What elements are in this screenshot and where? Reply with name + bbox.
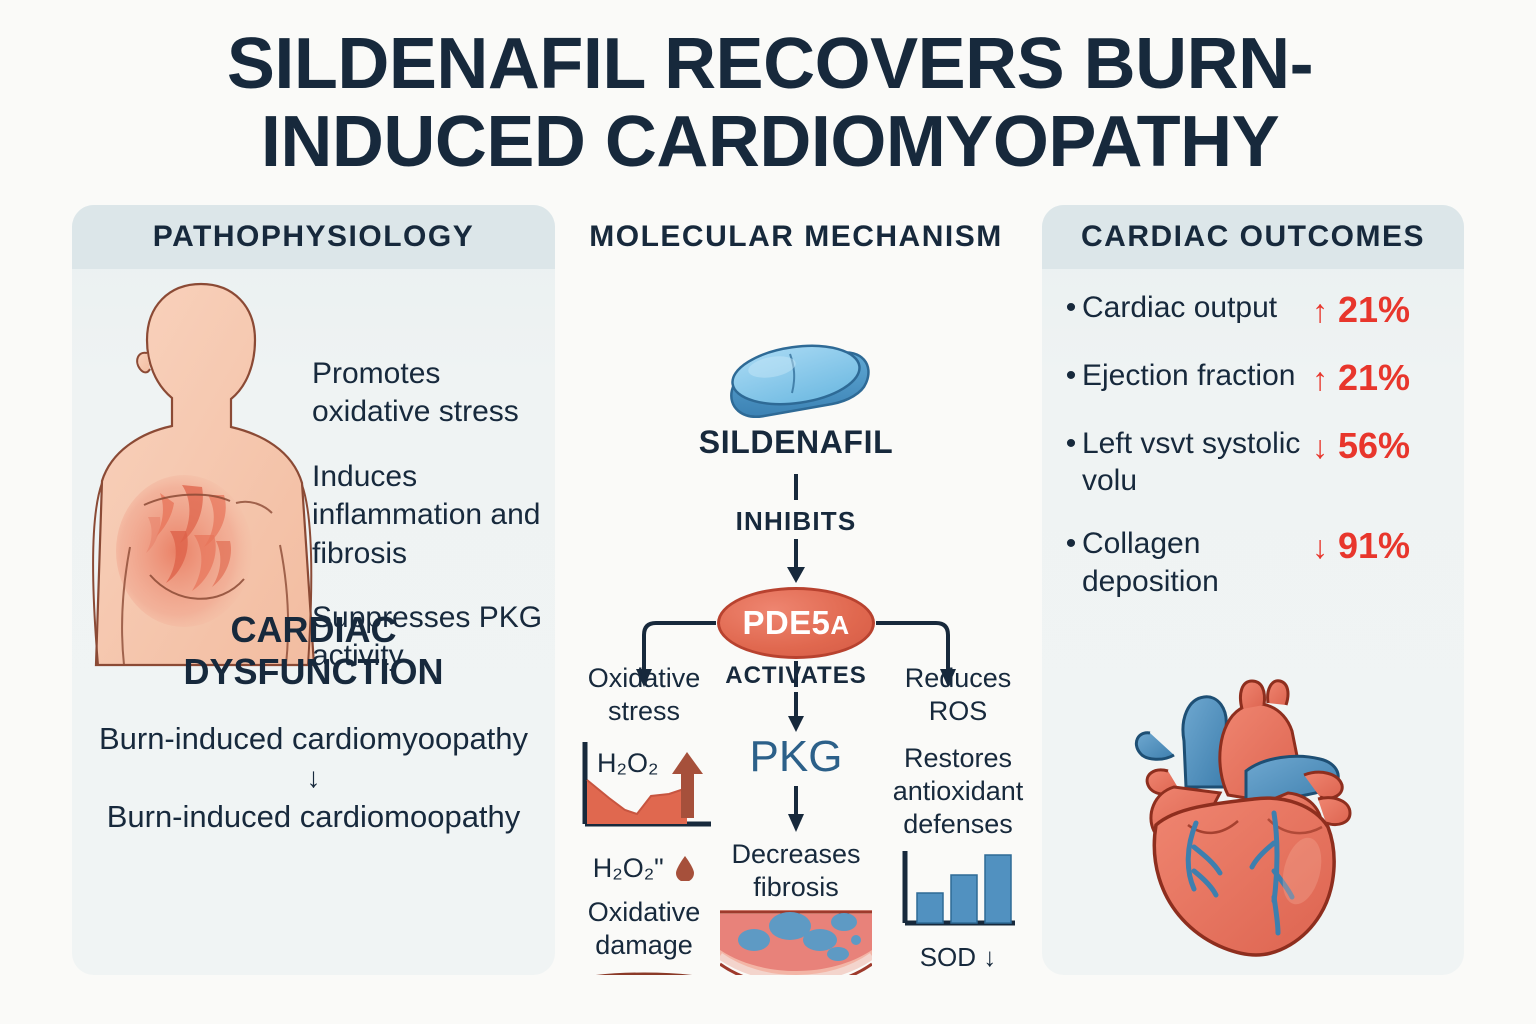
area-chart-rising-icon: H₂O₂ [582, 741, 711, 827]
branch-left-oxidative-stress: Oxidative stress H₂O₂ H₂O₂" Oxidati [560, 662, 728, 975]
blood-vessel-cross-section [720, 909, 872, 975]
outcome-label: Ejection fraction [1082, 359, 1296, 392]
panel-pathophysiology: PATHOPHYSIOLOGY [72, 205, 555, 975]
panel-header-molecular-mechanism: MOLECULAR MECHANISM [556, 205, 1036, 269]
flow-to-label: Burn-induced cardiomoopathy [106, 798, 521, 834]
arrow-down-to-fibrosis-icon [788, 786, 804, 832]
outcome-row: • Cardiac output ↑ 21% [1060, 289, 1450, 331]
cardiac-dysfunction-section: CARDIAC DYSFUNCTION Burn-induced cardiom… [72, 609, 555, 836]
outcome-value: ↓ 56% [1312, 425, 1411, 466]
trend-arrow-icon: ↑ [1312, 361, 1328, 397]
branch-center-pkg: ACTIVATES PKG Decreases fibrosis [712, 662, 880, 975]
trend-arrow-icon: ↓ [1312, 529, 1328, 566]
pde5a-node: PDE5A [717, 587, 875, 659]
branch-left-sub-label: H₂O₂" [560, 853, 728, 884]
branch-right-caption-b: infiammation [874, 973, 1036, 975]
pkg-node-label: PKG [749, 732, 843, 781]
pathophysiology-bullet-0: Promotes oxidative stress [312, 357, 519, 429]
panel-header-label: CARDIAC OUTCOMES [1081, 220, 1425, 253]
pde5a-branch-connectors [636, 621, 956, 687]
pathophysiology-bullet-1: Induces inflammation and fibrosis [312, 459, 541, 570]
panel-header-cardiac-outcomes: CARDIAC OUTCOMES [1042, 205, 1464, 269]
flow-arrow-icon: ↓ [306, 761, 321, 793]
bullet-icon: • [1065, 359, 1077, 392]
panel-molecular-mechanism: MOLECULAR MECHANISM SILDENAFIL [556, 205, 1036, 975]
bullet-icon: • [1065, 427, 1077, 460]
anatomical-heart-illustration [1134, 679, 1352, 957]
branch-right-heading: Reduces ROS [904, 663, 1012, 726]
branch-right-subheading: Restores antioxidant defenses [892, 742, 1024, 839]
pathophysiology-bullet-2: Suppresses PKG activity [312, 600, 543, 673]
cardiac-outcomes-list: • Cardiac output ↑ 21% • Ejection fracti… [1060, 289, 1450, 626]
arrow-down-to-pde5a-icon [787, 539, 805, 583]
branch-center-effect: Decreases fibrosis [731, 839, 861, 902]
cardiac-dysfunction-heading: CARDIAC DYSFUNCTION [183, 609, 444, 692]
bullet-icon: • [1065, 291, 1077, 324]
branch-right-caption-a: SOD ↓ [919, 941, 997, 972]
pathophysiology-bullet-list: Promotes oxidative stress Induces inflam… [312, 355, 547, 702]
outcome-row: • Collagen deposition ↓ 91% [1060, 525, 1450, 599]
panel-header-pathophysiology: PATHOPHYSIOLOGY [72, 205, 555, 269]
page-title: SILDENAFIL RECOVERS BURN-INDUCED CARDIOM… [226, 24, 1314, 182]
cardiac-dysfunction-flow: Burn-induced cardiomyoopathy ↓ Burn-indu… [96, 719, 531, 836]
branch-left-heading: Oxidative stress [587, 663, 701, 726]
pde5a-label: PDE5A [742, 604, 850, 641]
panel-header-label: MOLECULAR MECHANISM [589, 220, 1003, 253]
inhibits-label: INHIBITS [735, 506, 857, 536]
panel-header-label: PATHOPHYSIOLOGY [152, 220, 475, 253]
connector-sildenafil-inhibits [794, 474, 798, 500]
outcome-value: ↑ 21% [1312, 289, 1411, 330]
outcome-value: ↓ 91% [1312, 525, 1411, 567]
svg-text:H₂O₂: H₂O₂ [597, 748, 658, 778]
trend-arrow-icon: ↑ [1312, 293, 1328, 329]
outcome-label: Left vsvt systolic volu [1082, 427, 1301, 498]
panel-cardiac-outcomes: CARDIAC OUTCOMES • Cardiac output ↑ 21% … [1042, 205, 1464, 975]
outcome-label: Cardiac output [1082, 291, 1278, 324]
bullet-icon: • [1065, 527, 1077, 561]
outcome-label: Collagen deposition [1082, 527, 1219, 598]
burn-patient-torso-illustration [92, 282, 316, 667]
flow-from-label: Burn-induced cardiomyoopathy [98, 720, 529, 756]
trend-arrow-icon: ↓ [1312, 429, 1328, 465]
blood-droplet-icon [676, 855, 695, 882]
outcome-value: ↑ 21% [1312, 357, 1411, 398]
arrow-down-to-pkg-icon [788, 692, 804, 732]
sildenafil-label: SILDENAFIL [698, 424, 894, 460]
outcome-row: • Ejection fraction ↑ 21% [1060, 357, 1450, 399]
damaged-tissue-cross-section [594, 972, 694, 975]
blue-pill-icon [730, 344, 870, 418]
branch-left-caption: Oxidative damage [587, 896, 701, 960]
ascending-bar-chart-icon [902, 850, 1015, 926]
activates-label: ACTIVATES [725, 662, 867, 689]
outcome-row: • Left vsvt systolic volu ↓ 56% [1060, 425, 1450, 499]
branch-right-reduces-ros: Reduces ROS Restores antioxidant defense… [874, 662, 1036, 975]
